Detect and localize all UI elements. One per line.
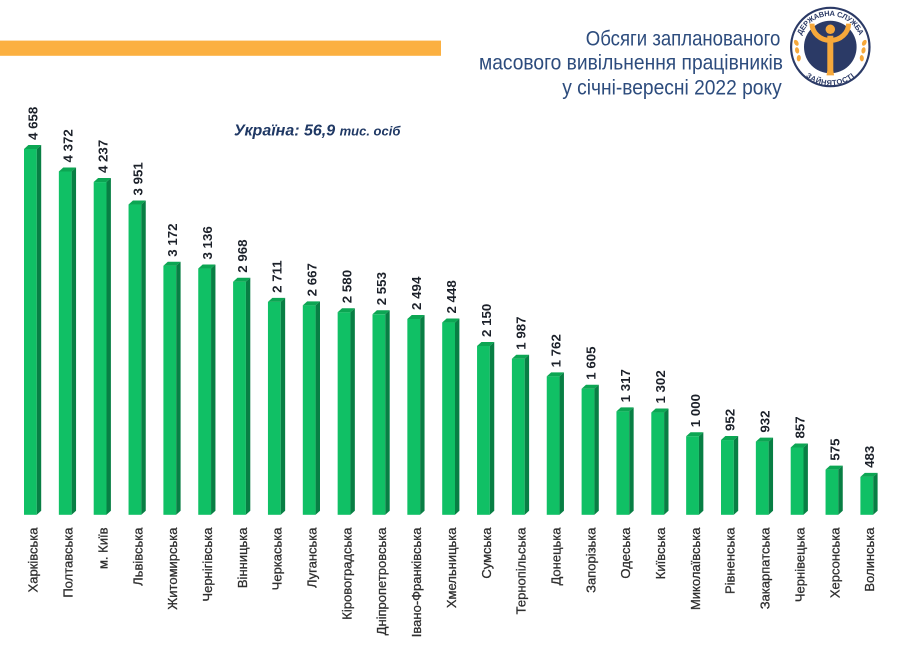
- svg-text:1 302: 1 302: [653, 370, 668, 403]
- svg-text:Чернівецька: Чернівецька: [792, 527, 807, 602]
- svg-text:3 951: 3 951: [130, 162, 145, 196]
- svg-text:4 658: 4 658: [26, 107, 41, 140]
- svg-text:2 494: 2 494: [409, 276, 424, 310]
- svg-text:Київська: Київська: [653, 527, 668, 579]
- svg-text:575: 575: [827, 438, 842, 461]
- svg-text:Львівська: Львівська: [130, 527, 145, 586]
- svg-text:м. Київ: м. Київ: [95, 527, 110, 569]
- svg-text:Тернопільська: Тернопільська: [514, 527, 529, 615]
- svg-text:1 605: 1 605: [583, 346, 598, 380]
- svg-text:952: 952: [723, 409, 738, 431]
- svg-text:Донецька: Донецька: [548, 527, 563, 586]
- svg-text:4 372: 4 372: [61, 129, 76, 162]
- svg-text:Обсяги запланованого: Обсяги запланованого: [586, 28, 781, 51]
- svg-text:2 448: 2 448: [444, 280, 459, 313]
- svg-text:Кіровоградська: Кіровоградська: [339, 527, 354, 620]
- svg-text:1 000: 1 000: [688, 394, 703, 427]
- svg-text:2 711: 2 711: [270, 260, 285, 293]
- svg-text:у січні-вересні 2022 року: у січні-вересні 2022 року: [562, 76, 782, 99]
- svg-text:3 136: 3 136: [200, 226, 215, 259]
- svg-text:Хмельницька: Хмельницька: [444, 527, 459, 608]
- svg-text:2 150: 2 150: [479, 304, 494, 337]
- svg-text:1 762: 1 762: [548, 334, 563, 367]
- svg-text:932: 932: [758, 410, 773, 432]
- svg-text:Херсонська: Херсонська: [827, 527, 842, 598]
- svg-text:Полтавська: Полтавська: [61, 527, 76, 598]
- svg-text:Україна: 56,9 тис. осіб: Україна: 56,9 тис. осіб: [234, 123, 401, 140]
- svg-text:483: 483: [862, 446, 877, 468]
- svg-text:2 580: 2 580: [339, 270, 354, 303]
- svg-text:Харківська: Харківська: [26, 527, 41, 593]
- svg-text:Житомирська: Житомирська: [165, 527, 180, 610]
- svg-text:Волинська: Волинська: [862, 527, 877, 592]
- svg-text:Чернігівська: Чернігівська: [200, 527, 215, 602]
- svg-text:2 553: 2 553: [374, 272, 389, 305]
- svg-text:Вінницька: Вінницька: [235, 527, 250, 588]
- svg-text:Одеська: Одеська: [618, 527, 633, 579]
- svg-text:3 172: 3 172: [165, 223, 180, 256]
- svg-text:Закарпатська: Закарпатська: [758, 527, 773, 610]
- svg-text:1 987: 1 987: [514, 316, 529, 349]
- svg-text:Сумська: Сумська: [479, 527, 494, 579]
- svg-text:Черкаська: Черкаська: [270, 527, 285, 591]
- svg-text:2 968: 2 968: [235, 239, 250, 272]
- svg-text:Рівненська: Рівненська: [723, 527, 738, 594]
- svg-text:Івано-Франківська: Івано-Франківська: [409, 527, 424, 637]
- svg-text:2 667: 2 667: [305, 263, 320, 296]
- svg-text:Запорізька: Запорізька: [583, 527, 598, 593]
- svg-text:4 237: 4 237: [95, 140, 110, 173]
- svg-text:Дніпропетровська: Дніпропетровська: [374, 527, 389, 636]
- svg-text:1 317: 1 317: [618, 369, 633, 402]
- svg-text:масового вивільнення працівник: масового вивільнення працівників: [479, 51, 783, 74]
- svg-text:Луганська: Луганська: [305, 527, 320, 588]
- svg-text:857: 857: [792, 416, 807, 438]
- svg-text:Миколаївська: Миколаївська: [688, 527, 703, 610]
